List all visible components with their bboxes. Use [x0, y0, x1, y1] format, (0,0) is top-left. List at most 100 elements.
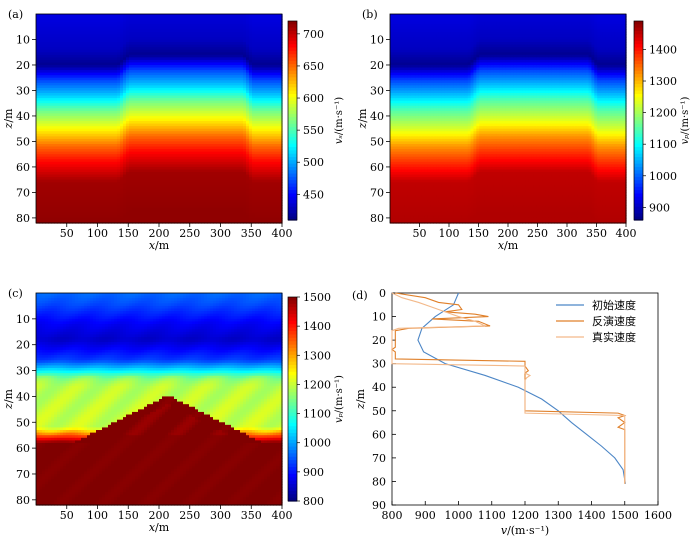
heatmap-cell	[117, 62, 121, 66]
heatmap-cell	[138, 26, 142, 30]
heatmap-cell	[66, 189, 70, 194]
heatmap-cell	[108, 126, 112, 130]
heatmap-cell	[96, 105, 100, 109]
heatmap-cell	[114, 24, 118, 28]
heatmap-cell	[129, 98, 133, 102]
heatmap-cell	[141, 121, 145, 125]
heatmap-cell	[111, 59, 115, 64]
heatmap-cell	[39, 154, 43, 158]
heatmap-cell	[51, 31, 55, 35]
heatmap-cell	[36, 169, 40, 173]
heatmap-cell	[48, 182, 52, 186]
heatmap-cell	[126, 169, 130, 173]
heatmap-cell	[60, 156, 64, 160]
heatmap-cell	[66, 172, 70, 176]
heatmap-cell	[54, 82, 58, 86]
heatmap-cell	[36, 189, 40, 194]
heatmap-cell	[72, 184, 76, 188]
heatmap-cell	[48, 52, 52, 56]
heatmap-cell	[141, 70, 145, 74]
heatmap-cell	[144, 103, 148, 107]
heatmap-cell	[99, 126, 103, 130]
heatmap-cell	[114, 57, 118, 61]
heatmap-cell	[84, 87, 88, 92]
heatmap-cell	[69, 103, 73, 107]
heatmap-cell	[120, 210, 124, 214]
heatmap-cell	[84, 90, 88, 94]
heatmap-cell	[90, 72, 94, 76]
heatmap-cell	[84, 207, 88, 211]
heatmap-cell	[45, 36, 49, 41]
heatmap-cell	[90, 98, 94, 102]
heatmap-cell	[93, 141, 97, 145]
heatmap-cell	[114, 62, 118, 66]
heatmap-cell	[42, 36, 46, 41]
heatmap-cell	[135, 29, 139, 33]
heatmap-cell	[54, 115, 58, 120]
heatmap-cell	[108, 24, 112, 28]
heatmap-cell	[102, 70, 106, 74]
heatmap-cell	[108, 220, 112, 224]
heatmap-cell	[48, 59, 52, 64]
heatmap-cell	[45, 115, 49, 120]
heatmap-cell	[36, 108, 40, 112]
heatmap-cell	[54, 220, 58, 224]
heatmap-cell	[36, 16, 40, 20]
heatmap-cell	[51, 164, 55, 168]
heatmap-cell	[99, 19, 103, 23]
heatmap-cell	[78, 87, 82, 92]
heatmap-cell	[54, 159, 58, 163]
heatmap-cell	[84, 72, 88, 76]
heatmap-cell	[63, 85, 67, 89]
heatmap-cell	[114, 179, 118, 183]
heatmap-cell	[105, 156, 109, 160]
heatmap-cell	[132, 105, 136, 109]
heatmap-cell	[45, 21, 49, 25]
heatmap-cell	[63, 138, 67, 143]
heatmap-cell	[126, 34, 130, 38]
heatmap-cell	[51, 49, 55, 53]
heatmap-cell	[72, 136, 76, 140]
heatmap-cell	[135, 47, 139, 51]
heatmap-cell	[36, 59, 40, 64]
heatmap-cell	[57, 136, 61, 140]
heatmap-cell	[96, 87, 100, 92]
heatmap-cell	[135, 49, 139, 53]
heatmap-cell	[93, 14, 97, 18]
heatmap-cell	[123, 19, 127, 23]
heatmap-cell	[90, 110, 94, 114]
heatmap-cell	[99, 87, 103, 92]
heatmap-cell	[96, 31, 100, 35]
heatmap-cell	[126, 156, 130, 160]
heatmap-cell	[75, 77, 79, 81]
heatmap-cell	[75, 133, 79, 137]
heatmap-cell	[144, 133, 148, 137]
heatmap-cell	[66, 141, 70, 145]
heatmap-cell	[57, 177, 61, 181]
heatmap-cell	[72, 164, 76, 168]
heatmap-cell	[141, 24, 145, 28]
heatmap-cell	[78, 21, 82, 25]
heatmap-cell	[123, 21, 127, 25]
heatmap-cell	[105, 189, 109, 194]
heatmap-cell	[39, 59, 43, 64]
heatmap-cell	[48, 62, 52, 66]
heatmap-cell	[117, 39, 121, 43]
heatmap-cell	[39, 118, 43, 122]
heatmap-cell	[87, 131, 91, 135]
heatmap-cell	[135, 115, 139, 120]
heatmap-cell	[144, 77, 148, 81]
heatmap-cell	[45, 87, 49, 92]
heatmap-cell	[102, 57, 106, 61]
heatmap-cell	[138, 128, 142, 132]
heatmap-cell	[69, 169, 73, 173]
heatmap-cell	[72, 207, 76, 211]
heatmap-cell	[123, 126, 127, 130]
heatmap-cell	[96, 131, 100, 135]
heatmap-cell	[108, 143, 112, 148]
heatmap-cell	[129, 67, 133, 71]
heatmap-cell	[126, 121, 130, 125]
heatmap-cell	[120, 115, 124, 120]
heatmap-cell	[138, 39, 142, 43]
heatmap-cell	[78, 105, 82, 109]
